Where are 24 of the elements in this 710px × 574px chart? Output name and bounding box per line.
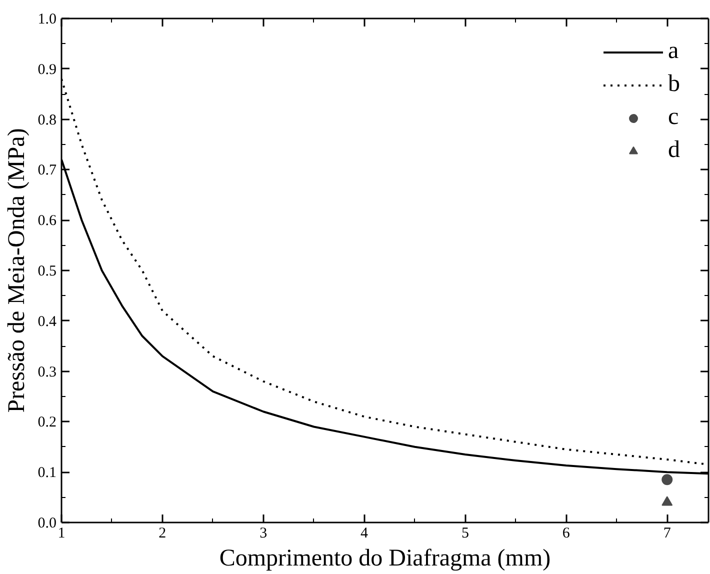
x-tick-label: 1 bbox=[58, 526, 66, 542]
y-tick-label: 0.8 bbox=[38, 112, 56, 128]
y-tick-label: 0.6 bbox=[38, 213, 57, 230]
y-tick-label: 0.7 bbox=[38, 162, 57, 179]
x-tick-label: 2 bbox=[158, 526, 166, 542]
legend-label: c bbox=[668, 104, 680, 131]
x-tick-label: 3 bbox=[260, 526, 268, 542]
x-tick-label: 4 bbox=[360, 526, 369, 542]
x-tick-label: 5 bbox=[461, 526, 469, 542]
y-tick-label: 0.0 bbox=[38, 516, 56, 532]
y-tick-label: 0.9 bbox=[38, 62, 56, 78]
y-tick-label: 0.2 bbox=[38, 414, 56, 431]
legend-label: b bbox=[668, 71, 681, 98]
x-tick-label: 6 bbox=[562, 526, 570, 542]
legend-label: a bbox=[668, 38, 680, 65]
legend-label: d bbox=[668, 137, 681, 164]
y-axis-title: Pressão de Meia-Onda (MPa) bbox=[4, 128, 30, 413]
y-tick-label: 1.0 bbox=[38, 12, 56, 28]
y-tick-label: 0.3 bbox=[38, 364, 56, 380]
y-tick-label: 0.5 bbox=[38, 264, 56, 280]
x-tick-label: 7 bbox=[663, 526, 672, 542]
x-axis-title: Comprimento do Diafragma (mm) bbox=[219, 546, 551, 572]
y-tick-label: 0.4 bbox=[38, 314, 57, 330]
y-tick-label: 0.1 bbox=[38, 465, 56, 482]
